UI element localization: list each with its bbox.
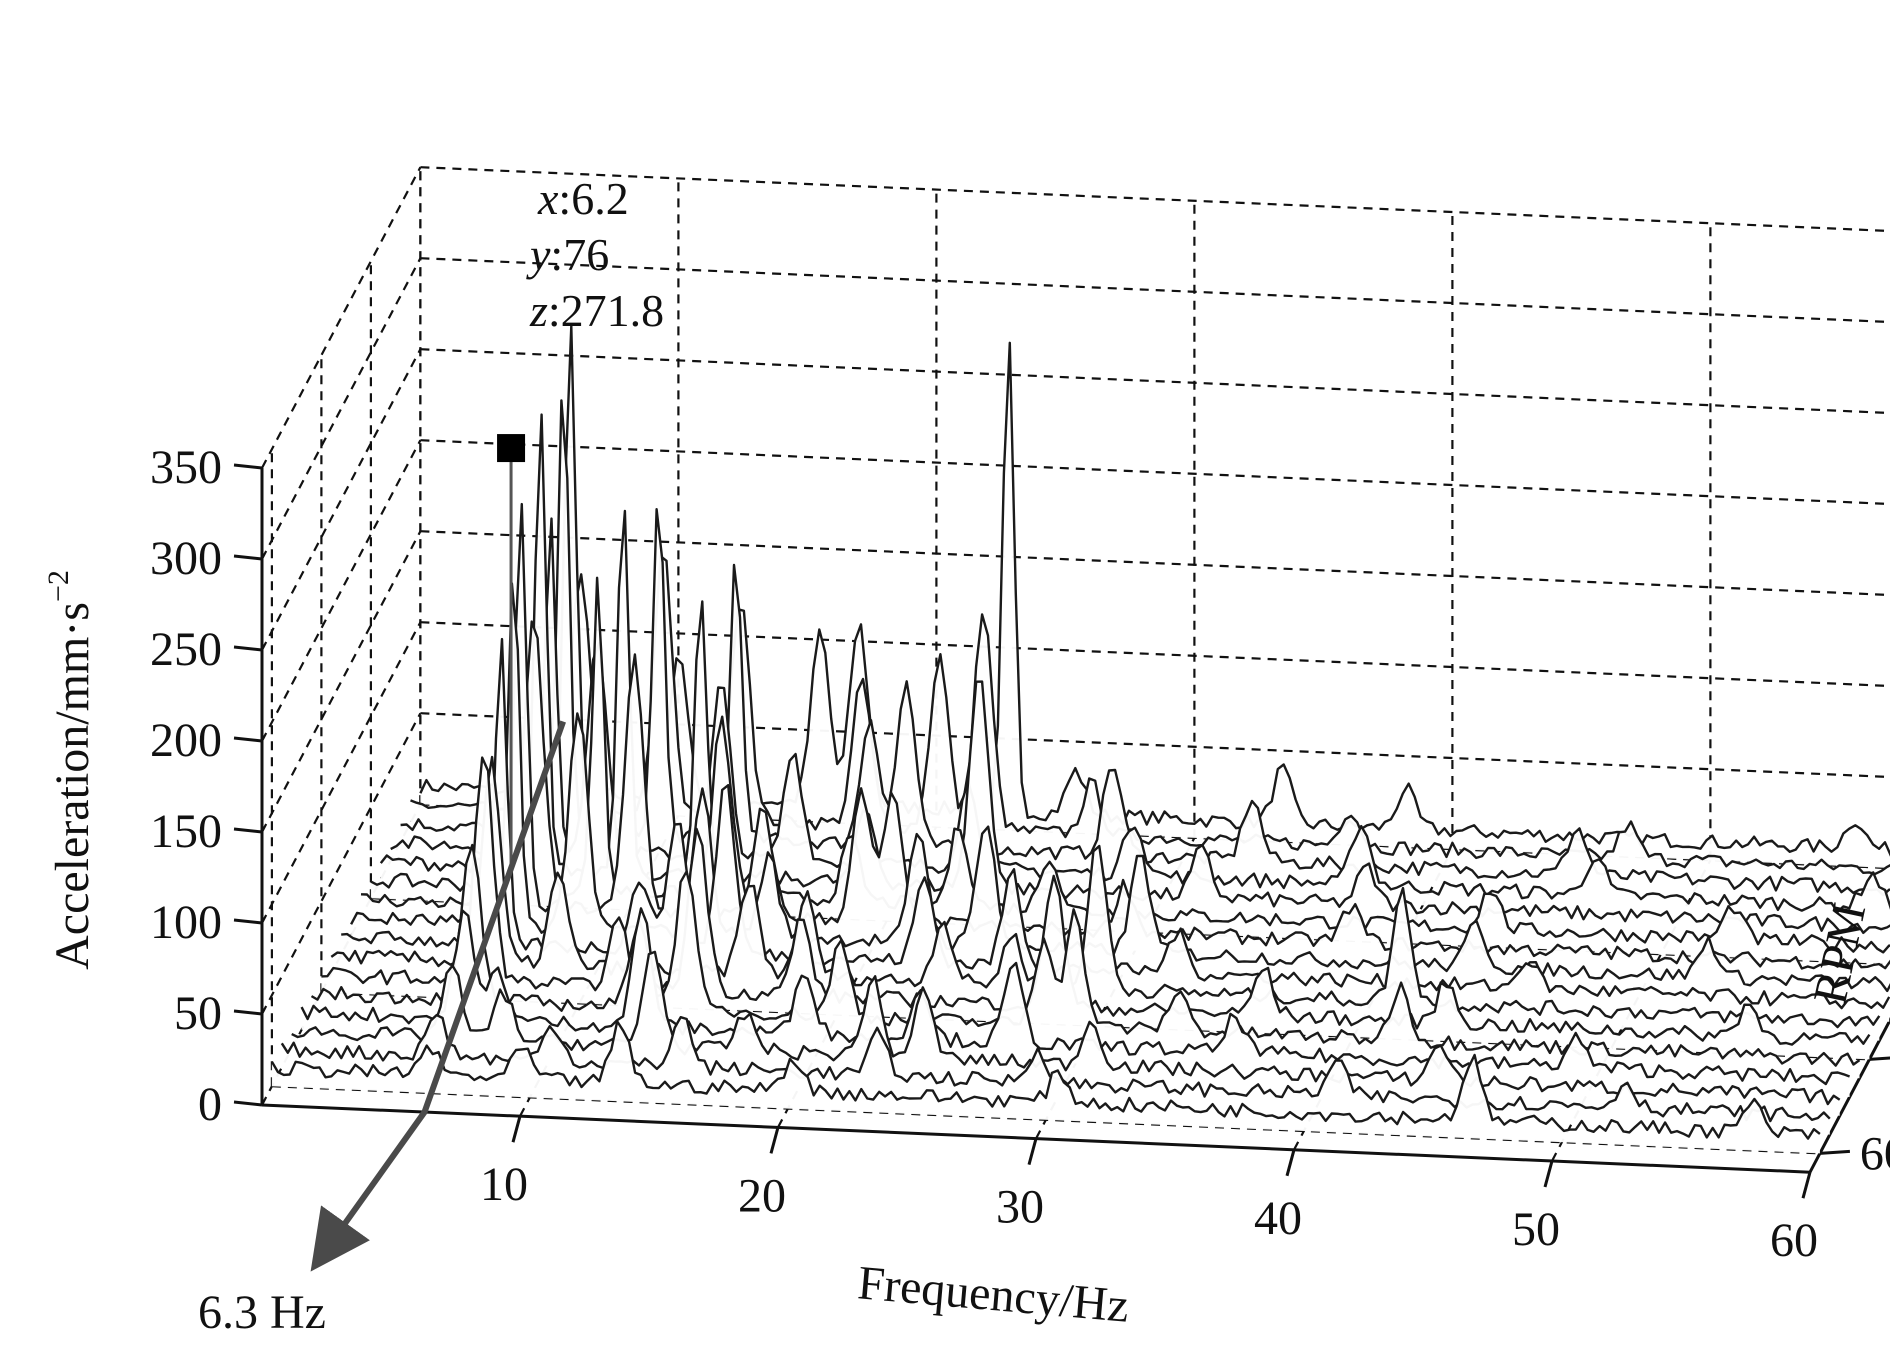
- z-tick-label: 50: [174, 987, 222, 1040]
- spectrum-mask: [370, 577, 1890, 965]
- z-axis-title: Acceleration/mm·s−2: [42, 570, 99, 970]
- left-wall-grid-z: [261, 166, 422, 469]
- z-tick-label: 0: [198, 1078, 222, 1131]
- z-tick: [233, 645, 263, 652]
- x-tick-label: 50: [1512, 1203, 1560, 1256]
- spectrum-line-rpm-86: [400, 399, 1890, 897]
- ridge-arrow: [310, 720, 566, 1272]
- annotation-z-label: z: [529, 285, 548, 336]
- x-tick-label: 40: [1254, 1192, 1302, 1245]
- y-tick: [1819, 1149, 1850, 1155]
- z-tick: [233, 1009, 263, 1016]
- z-axis-title-main: Acceleration/mm·s: [46, 602, 99, 970]
- spectrum-line-rpm-90: [419, 341, 1890, 857]
- x-tick: [1543, 1160, 1554, 1188]
- back-wall-grid-z: [420, 621, 1890, 688]
- annotation-z: z:271.8: [529, 285, 664, 336]
- annotation-z-value: :271.8: [548, 285, 664, 336]
- y-tick: [1869, 1056, 1890, 1061]
- back-wall-grid-z: [420, 530, 1890, 597]
- left-wall-grid-z: [261, 439, 422, 742]
- spectrum-mask: [311, 845, 1860, 1079]
- back-wall-grid-z: [420, 348, 1890, 415]
- spectrum-line-rpm-70: [321, 756, 1871, 1046]
- z-axis-title-sup: −2: [42, 570, 75, 602]
- spectrum-line-rpm-66: [300, 907, 1851, 1086]
- z-tick-label: 150: [150, 805, 222, 858]
- z-tick: [233, 463, 263, 470]
- annotation-y-value: :76: [550, 229, 609, 280]
- z-tick-label: 100: [150, 896, 222, 949]
- spectrum-mask: [281, 1015, 1830, 1135]
- annotation-y: y:76: [526, 229, 609, 280]
- z-tick-label: 250: [150, 623, 222, 676]
- x-tick: [1285, 1149, 1296, 1177]
- back-wall-grid-z: [420, 257, 1890, 324]
- z-tick: [233, 827, 263, 834]
- spectrum-line-rpm-68: [310, 843, 1861, 1067]
- z-tick-label: 300: [150, 532, 222, 585]
- x-tick-label: 30: [996, 1181, 1044, 1234]
- left-wall-grid-z: [261, 621, 422, 924]
- back-wall-grid-z: [420, 439, 1890, 506]
- z-tick-label: 350: [150, 441, 222, 494]
- spectrum-mask: [341, 639, 1890, 1022]
- x-tick: [769, 1127, 780, 1154]
- y-tick-label: 60: [1860, 1127, 1890, 1180]
- x-tick-label: 10: [480, 1158, 528, 1211]
- x-tick-label: 20: [738, 1169, 786, 1222]
- z-tick: [233, 736, 263, 743]
- spectrum-mask: [321, 757, 1870, 1060]
- back-wall-grid-z: [420, 166, 1890, 233]
- annotation-x-label: x: [537, 173, 559, 224]
- x-tick: [1801, 1171, 1812, 1199]
- left-wall-grid-z: [261, 530, 422, 833]
- left-wall-grid-z: [261, 257, 422, 560]
- spectrum-mask: [291, 951, 1840, 1116]
- left-wall-grid-z: [261, 712, 422, 1015]
- ridge-arrow-label: 6.3 Hz: [198, 1286, 326, 1339]
- z-tick-label: 200: [150, 714, 222, 767]
- annotation-marker: [497, 434, 526, 463]
- spectrum-line-rpm-76: [350, 582, 1890, 993]
- spectrum-line-rpm-60: [270, 1020, 1821, 1140]
- spectrum-line-rpm-88: [410, 325, 1890, 876]
- x-axis-title: Frequency/Hz: [856, 1256, 1131, 1332]
- x-tick: [511, 1115, 522, 1143]
- annotation-x: x:6.2: [537, 173, 629, 224]
- x-tick-label: 60: [1770, 1214, 1818, 1267]
- x-tick: [1027, 1138, 1038, 1165]
- annotation-x-value: :6.2: [558, 173, 628, 224]
- z-tick: [233, 1100, 263, 1107]
- z-tick: [233, 918, 263, 925]
- z-tick: [233, 554, 263, 561]
- overlay-layer: [310, 434, 566, 1272]
- spectrum-mask: [390, 518, 1890, 926]
- spectrum-line-rpm-72: [330, 755, 1881, 1029]
- series-layer: [270, 325, 1890, 1154]
- annotation-y-label: y: [526, 229, 551, 280]
- left-wall-grid-z: [261, 348, 422, 651]
